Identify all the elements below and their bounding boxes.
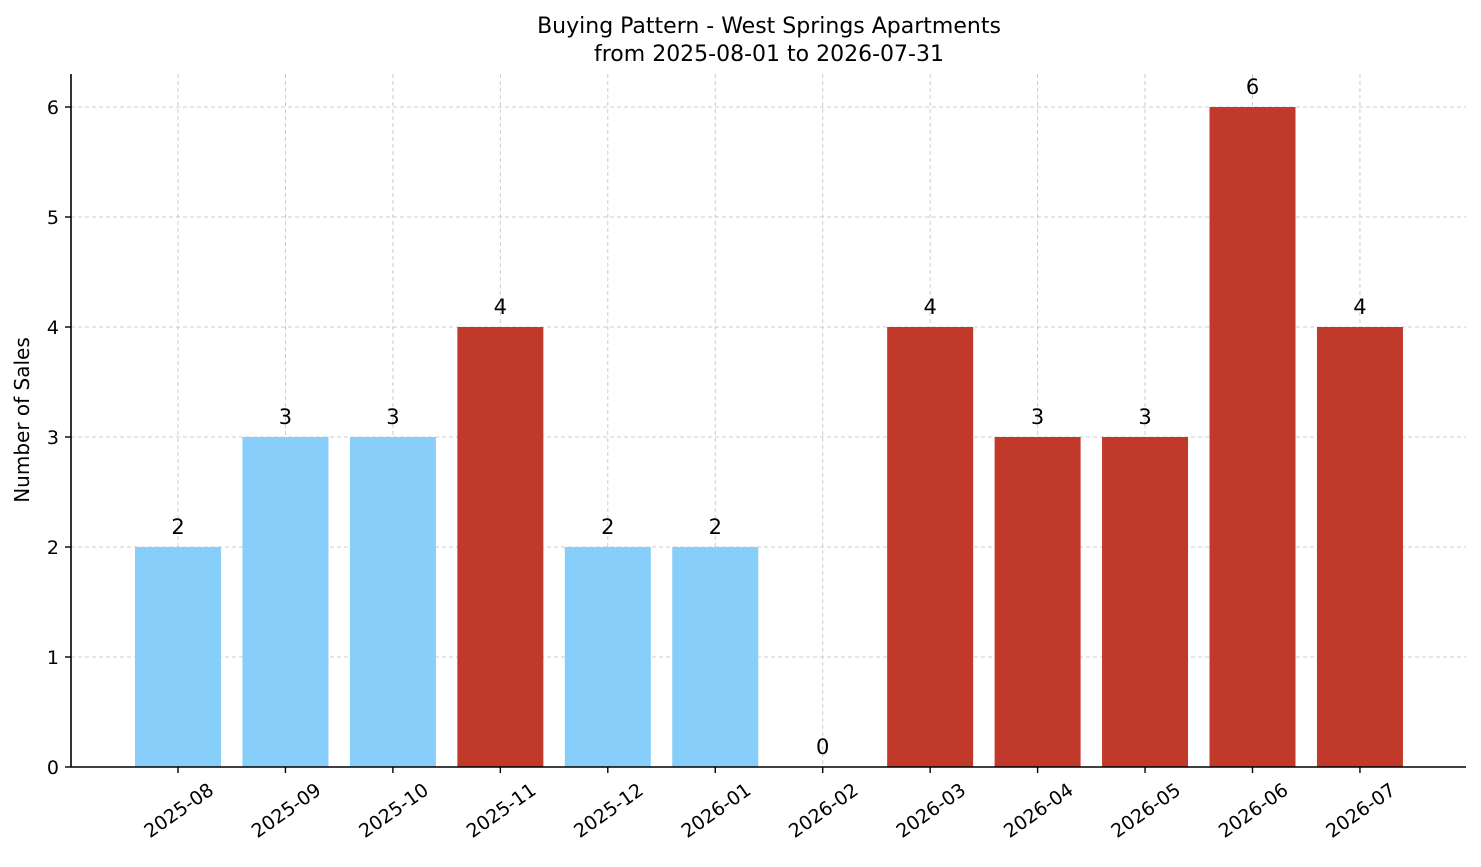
value-label-2025-10: 3 xyxy=(386,405,399,429)
bar-2026-03 xyxy=(887,327,974,767)
y-tick-label: 1 xyxy=(47,647,59,669)
y-tick-label: 3 xyxy=(47,427,59,449)
value-label-2025-09: 3 xyxy=(279,405,292,429)
y-tick-label: 4 xyxy=(47,317,59,339)
value-label-2026-01: 2 xyxy=(709,515,722,539)
value-label-2025-12: 2 xyxy=(601,515,614,539)
x-tick-label: 2025-12 xyxy=(570,779,648,843)
x-tick-label: 2026-03 xyxy=(892,779,970,843)
x-tick-label: 2025-09 xyxy=(248,779,326,843)
bar-2026-04 xyxy=(994,437,1081,767)
bar-2025-10 xyxy=(349,437,436,767)
x-tick-label: 2026-01 xyxy=(677,779,755,843)
y-axis-label: Number of Sales xyxy=(10,337,34,503)
x-tick-label: 2026-05 xyxy=(1107,779,1185,843)
bar-2026-06 xyxy=(1209,107,1296,767)
y-tick-label: 5 xyxy=(47,207,59,229)
x-tick-label: 2025-08 xyxy=(140,779,218,843)
x-tick-label: 2026-07 xyxy=(1322,779,1400,843)
x-tick-label: 2026-04 xyxy=(1000,779,1078,843)
bars xyxy=(135,107,1403,767)
chart-title: Buying Pattern - West Springs Apartments xyxy=(537,14,1001,39)
value-label-2025-11: 4 xyxy=(494,295,507,319)
value-label-2026-05: 3 xyxy=(1138,405,1151,429)
value-label-2026-07: 4 xyxy=(1353,295,1366,319)
y-tick-label: 2 xyxy=(47,537,59,559)
value-label-2026-04: 3 xyxy=(1031,405,1044,429)
bar-2025-08 xyxy=(135,547,221,767)
x-tick-label: 2025-10 xyxy=(355,779,433,843)
chart-subtitle: from 2025-08-01 to 2026-07-31 xyxy=(594,42,944,67)
x-tick-label: 2025-11 xyxy=(463,779,541,843)
value-label-2025-08: 2 xyxy=(171,515,184,539)
bar-2025-11 xyxy=(457,327,544,767)
value-label-2026-03: 4 xyxy=(923,295,936,319)
bar-2026-07 xyxy=(1316,327,1403,767)
value-labels: 2 3 3 4 2 2 0 4 3 3 6 4 xyxy=(171,75,1366,759)
bar-2026-01 xyxy=(672,547,759,767)
bar-2026-05 xyxy=(1102,437,1189,767)
value-label-2026-02: 0 xyxy=(816,735,829,759)
value-label-2026-06: 6 xyxy=(1246,75,1259,99)
bar-2025-09 xyxy=(242,437,329,767)
y-tick-label: 0 xyxy=(47,757,59,779)
x-tick-label: 2026-02 xyxy=(785,779,863,843)
bar-2025-12 xyxy=(564,547,651,767)
x-tick-label: 2026-06 xyxy=(1215,779,1293,843)
y-tick-label: 6 xyxy=(47,97,59,119)
